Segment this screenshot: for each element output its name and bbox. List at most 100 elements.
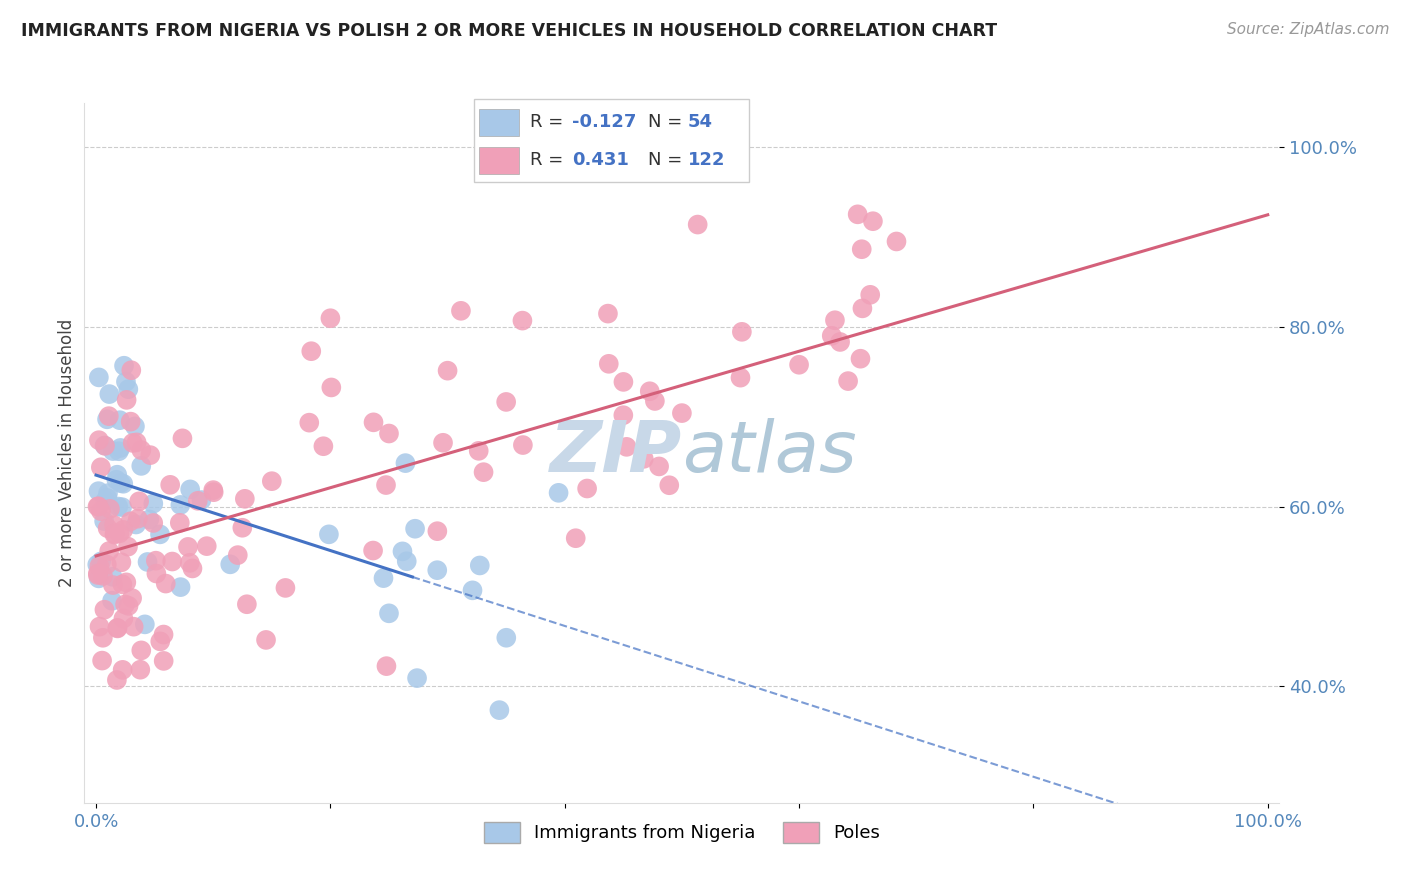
Point bbox=[312, 439, 335, 453]
Text: 54: 54 bbox=[688, 113, 713, 131]
Point bbox=[472, 465, 495, 479]
FancyBboxPatch shape bbox=[474, 99, 749, 182]
Point bbox=[547, 485, 569, 500]
Point bbox=[125, 435, 148, 450]
FancyBboxPatch shape bbox=[479, 147, 519, 175]
Point bbox=[96, 412, 118, 426]
Point bbox=[129, 458, 152, 473]
Point bbox=[87, 370, 110, 384]
Point bbox=[468, 558, 491, 573]
Point bbox=[110, 441, 132, 455]
Point bbox=[851, 301, 873, 316]
Point bbox=[616, 440, 638, 454]
Point bbox=[319, 311, 342, 326]
Point bbox=[117, 540, 139, 554]
Point bbox=[426, 563, 449, 577]
Point bbox=[91, 569, 114, 583]
Text: Source: ZipAtlas.com: Source: ZipAtlas.com bbox=[1226, 22, 1389, 37]
Point bbox=[436, 364, 458, 378]
Point bbox=[96, 491, 118, 505]
Point bbox=[96, 558, 118, 572]
Point bbox=[145, 554, 167, 568]
Point bbox=[111, 500, 134, 515]
Point bbox=[115, 392, 138, 407]
Point bbox=[512, 438, 534, 452]
Point bbox=[181, 561, 204, 575]
Point bbox=[461, 583, 484, 598]
Point bbox=[121, 436, 143, 450]
Point bbox=[89, 559, 111, 574]
Point bbox=[87, 571, 110, 585]
Point bbox=[202, 485, 225, 500]
Point bbox=[190, 493, 212, 508]
Point bbox=[686, 218, 709, 232]
Point bbox=[90, 460, 112, 475]
Point bbox=[110, 476, 132, 491]
Point bbox=[363, 415, 385, 429]
Point bbox=[87, 568, 110, 582]
Point bbox=[187, 493, 209, 508]
Text: R =: R = bbox=[530, 113, 569, 131]
Point bbox=[824, 313, 846, 327]
Point bbox=[120, 514, 142, 528]
Point bbox=[105, 467, 128, 482]
Point bbox=[91, 654, 114, 668]
Point bbox=[105, 673, 128, 687]
Point bbox=[298, 416, 321, 430]
Point bbox=[467, 443, 489, 458]
Point bbox=[787, 358, 810, 372]
Point bbox=[94, 493, 117, 508]
Point bbox=[138, 512, 160, 526]
Point bbox=[226, 548, 249, 562]
Point bbox=[406, 671, 429, 685]
Text: IMMIGRANTS FROM NIGERIA VS POLISH 2 OR MORE VEHICLES IN HOUSEHOLD CORRELATION CH: IMMIGRANTS FROM NIGERIA VS POLISH 2 OR M… bbox=[21, 22, 997, 40]
Point bbox=[103, 527, 125, 541]
Point bbox=[124, 419, 146, 434]
Point bbox=[254, 632, 277, 647]
Point bbox=[576, 482, 599, 496]
Point bbox=[426, 524, 449, 538]
Point bbox=[134, 617, 156, 632]
FancyBboxPatch shape bbox=[479, 109, 519, 136]
Point bbox=[859, 287, 882, 301]
Point bbox=[169, 580, 191, 594]
Point bbox=[98, 544, 121, 558]
Point bbox=[394, 456, 416, 470]
Point bbox=[177, 540, 200, 554]
Point bbox=[114, 598, 136, 612]
Point bbox=[125, 517, 148, 532]
Point bbox=[318, 527, 340, 541]
Point bbox=[299, 344, 322, 359]
Point bbox=[91, 631, 114, 645]
Point bbox=[375, 478, 398, 492]
Point bbox=[131, 443, 153, 458]
Point bbox=[112, 611, 135, 625]
Point bbox=[233, 491, 256, 506]
Point bbox=[87, 433, 110, 447]
Point bbox=[837, 374, 859, 388]
Point bbox=[108, 526, 131, 541]
Point bbox=[111, 663, 134, 677]
Point bbox=[596, 307, 619, 321]
Point bbox=[488, 703, 510, 717]
Point bbox=[172, 431, 194, 445]
Point bbox=[115, 575, 138, 590]
Point bbox=[142, 516, 165, 530]
Point bbox=[98, 501, 121, 516]
Point bbox=[152, 654, 174, 668]
Point bbox=[90, 504, 112, 518]
Point bbox=[86, 500, 108, 514]
Text: R =: R = bbox=[530, 151, 569, 169]
Point bbox=[117, 599, 139, 613]
Point bbox=[108, 444, 131, 458]
Text: N =: N = bbox=[648, 151, 688, 169]
Point bbox=[671, 406, 693, 420]
Point bbox=[101, 593, 124, 607]
Point bbox=[110, 555, 132, 569]
Point bbox=[93, 514, 115, 528]
Point bbox=[231, 521, 253, 535]
Text: ZIP: ZIP bbox=[550, 418, 682, 487]
Point bbox=[731, 325, 754, 339]
Point bbox=[512, 313, 534, 327]
Point bbox=[105, 621, 128, 635]
